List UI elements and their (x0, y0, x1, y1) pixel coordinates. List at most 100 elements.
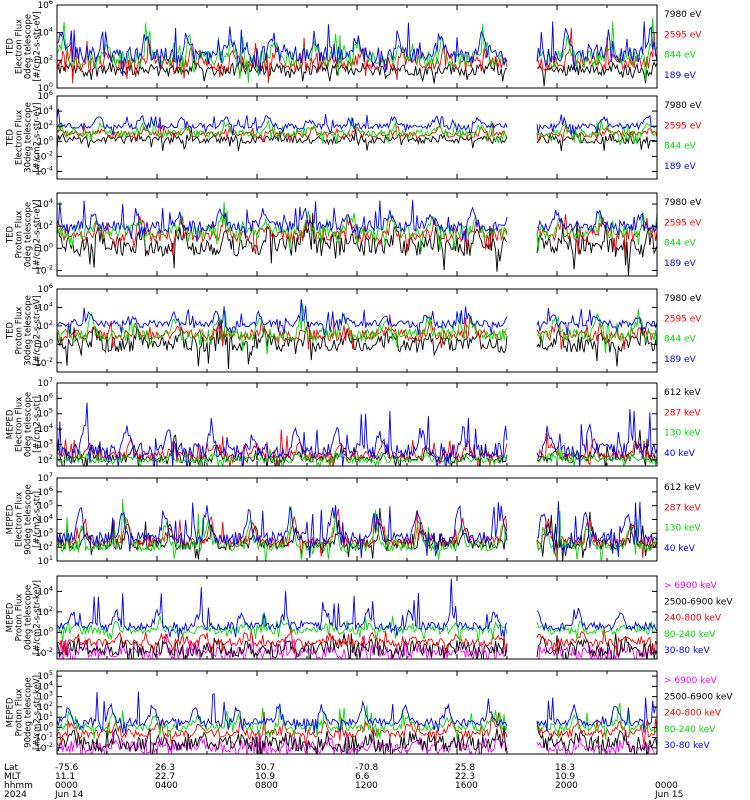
y-tick-label: 100 (37, 81, 53, 94)
legend-entry: 2595 eV (664, 218, 702, 228)
legend-entry: 189 eV (664, 355, 697, 365)
footer-row-label: 2024 (4, 790, 27, 800)
footer-tick-value: 0000 (55, 781, 78, 791)
legend-entry: 30-80 keV (664, 646, 710, 656)
footer-tick-value: 30.7 (255, 763, 275, 773)
legend-entry: 130 keV (664, 429, 701, 439)
legend-entry: 287 keV (664, 408, 701, 418)
footer-tick-value: 1200 (355, 781, 378, 791)
footer-row-label: MLT (4, 772, 22, 782)
legend-entry: 7980 eV (664, 10, 702, 20)
y-tick-label: 10-4 (35, 164, 53, 177)
series-line (57, 108, 657, 136)
legend-entry: 189 eV (664, 259, 697, 269)
footer-tick-value: 10.9 (555, 772, 575, 782)
y-tick-label: 104 (37, 513, 53, 526)
footer-row-label: Lat (4, 763, 19, 773)
legend-entry: 612 keV (664, 483, 701, 493)
footer-tick-value: 18.3 (555, 763, 575, 773)
y-axis-label: 0deg telescope (24, 202, 34, 267)
y-axis-label: MEPED (6, 504, 16, 534)
y-axis-label: Proton Flux (15, 594, 25, 642)
legend-entry: 130 keV (664, 524, 701, 534)
footer-tick-value: 0000 (655, 781, 678, 791)
footer-tick-value: 1600 (455, 781, 478, 791)
y-axis-label: [#/cm2-s-str] (33, 491, 43, 548)
footer-tick-value: -70.8 (355, 763, 379, 773)
footer-row-label: hhmm (4, 781, 33, 791)
y-tick-label: 104 (37, 104, 53, 117)
series-line (57, 21, 657, 77)
panel-1: 100 102 104 106 TED Electron Flux 0deg telesco… (6, 0, 703, 94)
y-axis-label: Proton Flux (15, 307, 25, 355)
y-axis-label: TED (6, 225, 16, 244)
footer-tick-value: Jun 14 (54, 790, 84, 800)
y-tick-label: 105 (37, 407, 53, 420)
y-tick-label: 100 (37, 134, 53, 147)
y-tick-label: 10-2 (35, 646, 53, 659)
y-tick-label: 106 (37, 282, 53, 295)
legend-entry: 240-800 keV (664, 709, 722, 719)
legend-entry: 7980 eV (664, 198, 702, 208)
y-axis-label: 30deg telescope (24, 102, 34, 173)
y-axis-label: 90deg telescope (24, 484, 34, 555)
footer-tick-value: 10.9 (255, 772, 275, 782)
panel-frame (56, 670, 658, 755)
y-axis-label: MEPED (6, 697, 16, 727)
y-axis-label: 30deg telescope (24, 295, 34, 366)
panel-3-series (57, 199, 657, 276)
legend-entry: 189 eV (664, 71, 697, 81)
y-tick-label: 102 (37, 700, 53, 713)
y-tick-label: 10-2 (35, 149, 53, 162)
panel-6-series (57, 498, 657, 561)
series-line (57, 299, 657, 337)
panels-layer: 100 102 104 106 TED Electron Flux 0deg telesco… (6, 0, 733, 755)
legend-entry: 40 keV (664, 449, 696, 459)
legend-entry: 844 eV (664, 51, 697, 61)
panel-4: 10-2 100 102 104 106 TED Proton Flux 30deg tele… (6, 282, 702, 373)
y-axis-label: [#/cm2-s-str] (33, 396, 43, 453)
series-line (57, 578, 657, 639)
y-tick-label: 103 (37, 437, 53, 450)
legend-entry: 2595 eV (664, 121, 702, 131)
series-line (57, 691, 657, 734)
series-line (57, 730, 657, 754)
y-axis-label: [#/cm2-s-str-eV] (33, 295, 43, 365)
legend-entry: 287 keV (664, 503, 701, 513)
footer-tick-value: -75.6 (55, 763, 79, 773)
y-axis-label: TED (6, 37, 16, 56)
footer-tick-value: 22.3 (455, 772, 475, 782)
series-line (57, 711, 657, 746)
legend-entry: 80-240 keV (664, 630, 716, 640)
y-tick-label: 10-2 (35, 741, 53, 754)
series-line (57, 199, 657, 243)
footer-tick-value: 2000 (555, 781, 578, 791)
y-tick-label: 102 (37, 219, 53, 232)
series-line (57, 720, 657, 754)
y-axis-label: Electron Flux (15, 492, 25, 547)
footer-tick-value: 0800 (255, 781, 278, 791)
series-line (57, 212, 657, 276)
y-axis-label: Electron Flux (15, 110, 25, 165)
y-axis-label: 0deg telescope (24, 585, 34, 650)
legend-entry: 844 eV (664, 142, 697, 152)
legend-entry: 2595 eV (664, 30, 702, 40)
panel-1-series (57, 17, 657, 87)
y-tick-label: 100 (37, 625, 53, 638)
y-tick-label: 10-2 (35, 356, 53, 369)
footer-tick-value: 26.3 (155, 763, 175, 773)
y-tick-label: 101 (37, 554, 53, 567)
y-tick-label: 102 (37, 53, 53, 66)
y-tick-label: 104 (37, 300, 53, 313)
y-tick-label: 102 (37, 540, 53, 553)
legend-entry: 30-80 keV (664, 741, 710, 751)
panel-4-series (57, 299, 657, 369)
y-tick-label: 10-1 (35, 731, 53, 744)
legend-entry: > 6900 keV (664, 581, 718, 591)
series-line (57, 498, 657, 561)
series-line (57, 57, 657, 87)
y-tick-label: 102 (37, 605, 53, 618)
